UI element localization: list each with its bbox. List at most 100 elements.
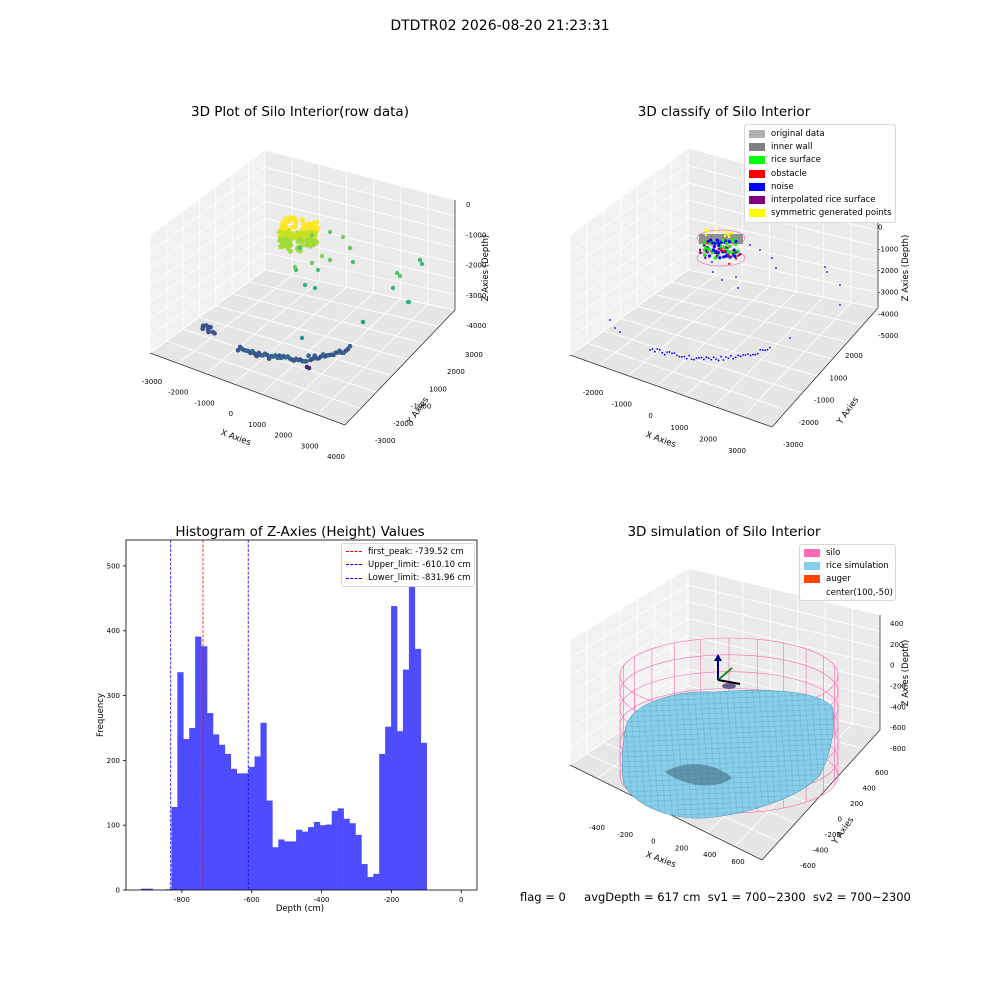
data-point — [301, 221, 307, 227]
data-point — [649, 349, 651, 351]
inner-wall — [699, 234, 743, 244]
mesh-line — [647, 690, 661, 819]
legend-item: inner wall — [745, 140, 895, 153]
histogram-bar — [248, 766, 255, 890]
data-point — [718, 256, 722, 260]
raw-y-tick-label: -2000 — [393, 420, 413, 428]
data-point — [661, 351, 664, 354]
legend-swatch — [749, 142, 765, 151]
cls-z-tick-label: -2000 — [878, 267, 898, 275]
z-arrow-head — [714, 654, 722, 661]
sim-z-tick-label: -400 — [890, 703, 906, 711]
histogram-bar — [420, 742, 428, 890]
data-point — [722, 359, 725, 361]
grid-line — [264, 252, 456, 295]
data-point — [706, 241, 709, 244]
cls-z-label: Z Axies (Depth) — [901, 235, 911, 302]
data-point — [304, 225, 310, 231]
raw-y-tick-label: 1000 — [429, 385, 447, 393]
x-tick-label: -800 — [174, 896, 190, 904]
raw-point-cloud — [200, 215, 425, 371]
data-point — [723, 234, 727, 238]
sim-y-tick-label: 600 — [875, 769, 888, 777]
cls-z-tick-label: -4000 — [878, 310, 898, 318]
data-point — [327, 257, 333, 263]
mesh-line — [622, 753, 834, 763]
avg-depth-value: avgDepth = 617 cm — [584, 890, 701, 904]
data-point — [347, 343, 353, 349]
data-point — [749, 244, 751, 246]
grid-line — [166, 340, 361, 409]
grid-line — [569, 635, 689, 712]
histogram-legend: first_peak: -739.52 cm Upper_limit: -610.… — [341, 543, 475, 587]
cls-y-tick-label: 1000 — [830, 374, 848, 382]
sim-z-label: Z Axies (Depth) — [901, 640, 911, 707]
plot-frame — [125, 539, 478, 891]
legend-swatch — [749, 156, 765, 165]
data-point — [712, 245, 716, 249]
mesh-line — [622, 738, 834, 748]
classify-plot-title: 3D classify of Silo Interior — [637, 104, 811, 120]
sim-x-tick-label: 600 — [731, 858, 744, 866]
data-point — [280, 229, 287, 236]
y-tick-label: 100 — [107, 822, 120, 830]
mesh-line — [622, 698, 834, 708]
raw-plot-title: 3D Plot of Silo Interior(row data) — [191, 104, 409, 120]
legend-swatch — [346, 577, 362, 579]
data-point — [769, 346, 771, 349]
grid-line — [687, 199, 879, 247]
data-point — [200, 324, 206, 329]
data-point — [212, 331, 217, 336]
mesh-line — [829, 690, 834, 819]
histogram-chart: Histogram of Z-Axies (Height) Values -80… — [96, 524, 478, 914]
mesh-line — [738, 690, 752, 819]
figure-title: DTDTR02 2026-08-20 21:23:31 — [390, 18, 610, 34]
data-point — [727, 357, 730, 360]
axes-pane — [570, 148, 688, 355]
data-point — [720, 355, 722, 358]
data-point — [756, 352, 759, 355]
data-point — [826, 271, 828, 273]
data-point — [729, 255, 733, 258]
grid-line — [569, 651, 689, 730]
grid-line — [627, 280, 743, 376]
grid-line — [569, 165, 689, 253]
data-point — [671, 352, 673, 355]
mesh-line — [758, 690, 771, 819]
legend-item: rice simulation — [800, 559, 895, 572]
data-point — [710, 241, 714, 245]
grid-line — [569, 618, 689, 694]
mesh-line — [699, 690, 713, 819]
data-point — [703, 229, 707, 232]
grid-line — [687, 217, 879, 263]
raw-z-label: Z Axies (Depth) — [481, 235, 491, 302]
sim-x-tick-label: 200 — [675, 844, 688, 852]
data-point — [291, 234, 298, 240]
histogram-bar — [201, 646, 208, 890]
histogram-bar — [296, 829, 303, 890]
data-point — [775, 267, 777, 269]
data-point — [309, 232, 315, 238]
data-point — [720, 247, 723, 250]
histogram-bar — [397, 731, 404, 890]
grid-line — [637, 306, 833, 360]
legend-label: obstacle — [771, 168, 807, 179]
data-point — [735, 276, 737, 278]
data-point — [347, 245, 353, 251]
cls-x-tick-label: 0 — [648, 412, 652, 420]
raw-x-tick-label: 0 — [229, 410, 233, 418]
data-point — [287, 248, 294, 254]
data-point — [716, 251, 720, 255]
grid-line — [671, 281, 863, 326]
axes-pane — [265, 150, 455, 310]
histogram-bar — [349, 823, 356, 890]
data-point — [739, 253, 742, 256]
sim-y-tick-label: 200 — [850, 800, 863, 808]
grid-line — [569, 668, 689, 748]
grid-line — [569, 217, 689, 304]
data-point — [707, 357, 710, 360]
histogram-bar — [343, 818, 350, 890]
mesh-line — [706, 690, 719, 819]
histogram-bar — [402, 669, 410, 890]
grid-line — [205, 281, 320, 374]
